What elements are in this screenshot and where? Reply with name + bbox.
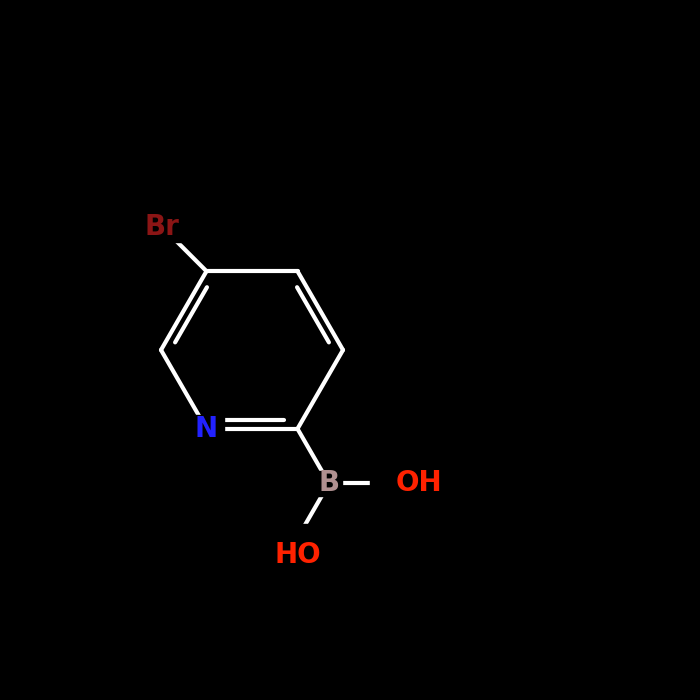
Text: Br: Br [144,213,179,241]
Text: OH: OH [395,470,442,498]
Bar [189,415,224,443]
Text: B: B [318,470,340,498]
Bar [370,470,414,498]
Bar [141,211,183,242]
Bar [275,524,320,552]
Text: HO: HO [274,541,321,569]
Bar [316,471,342,496]
Text: N: N [195,415,218,443]
